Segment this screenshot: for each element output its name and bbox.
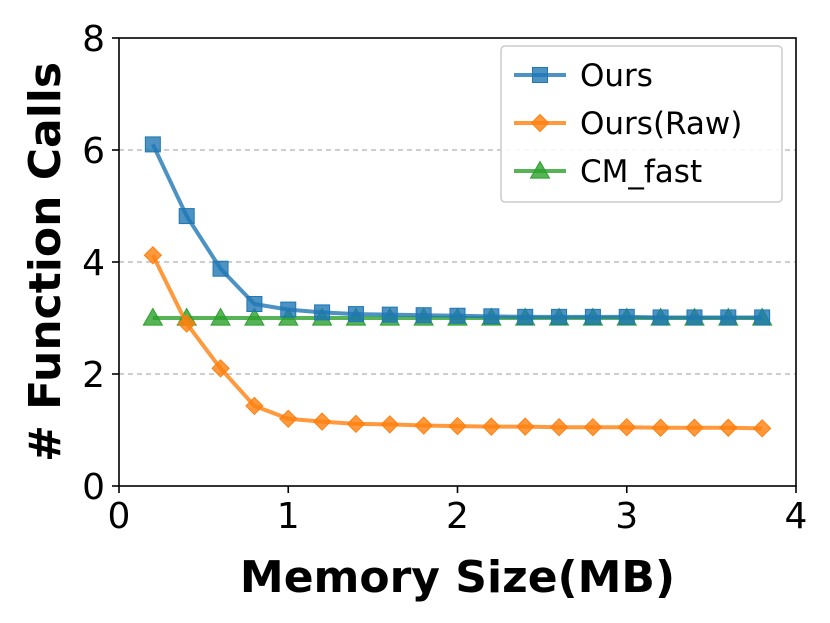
y-tick-label: 2: [82, 355, 105, 396]
data-point: [210, 307, 231, 326]
data-point: [314, 304, 331, 321]
y-tick-label: 4: [82, 243, 105, 284]
x-axis-title: Memory Size(MB): [240, 552, 675, 603]
x-tick-label: 2: [446, 496, 469, 537]
data-point: [380, 415, 400, 434]
x-tick-label: 3: [615, 496, 638, 537]
legend-label: CM_fast: [580, 154, 702, 190]
data-point: [549, 417, 569, 437]
y-tick-label: 8: [82, 19, 105, 60]
y-tick-label: 0: [82, 467, 105, 508]
data-point: [280, 301, 297, 318]
legend-item: Ours: [514, 58, 653, 94]
data-point: [719, 418, 738, 437]
data-point: [617, 417, 636, 437]
data-point: [279, 409, 298, 429]
data-point: [515, 417, 535, 436]
legend-marker: [529, 160, 551, 179]
data-point: [482, 417, 501, 436]
x-tick-label: 4: [785, 496, 808, 537]
data-point: [347, 306, 364, 323]
data-point: [583, 417, 603, 437]
data-point: [143, 246, 163, 265]
data-point: [651, 418, 670, 437]
series-line: [151, 254, 763, 431]
data-point: [144, 136, 161, 153]
gridlines: [119, 149, 796, 375]
data-point: [752, 419, 772, 438]
data-point: [720, 309, 737, 326]
legend-label: Ours(Raw): [580, 106, 742, 142]
series-lines: [142, 136, 773, 438]
axis-ticks: 0 1 2 3 4 0 2 4 6 8: [82, 19, 807, 537]
data-point: [517, 308, 534, 325]
data-point: [448, 416, 467, 436]
data-point: [346, 414, 366, 434]
data-point: [483, 308, 500, 325]
data-point: [211, 359, 230, 378]
legend-box: [500, 45, 783, 203]
data-point: [178, 208, 195, 225]
data-point: [551, 308, 568, 325]
legend-label: Ours: [580, 58, 653, 94]
data-point: [244, 307, 265, 326]
legend-marker: [532, 67, 548, 83]
data-point: [754, 309, 771, 326]
data-point: [686, 309, 703, 326]
legend: Ours Ours(Raw) CM_fast: [500, 45, 783, 203]
y-axis-title: # Function Calls: [20, 62, 71, 462]
y-tick-label: 6: [82, 131, 105, 172]
data-point: [142, 307, 164, 326]
data-point: [685, 418, 704, 437]
series-ours: [144, 136, 771, 326]
data-point: [381, 306, 398, 323]
legend-item: CM_fast: [514, 154, 702, 190]
data-point: [312, 412, 332, 431]
data-point: [212, 260, 229, 277]
x-tick-label: 0: [108, 496, 131, 537]
data-point: [652, 309, 669, 326]
data-point: [246, 296, 263, 312]
data-point: [177, 314, 196, 333]
x-tick-label: 1: [277, 496, 300, 537]
data-point: [618, 308, 635, 325]
data-point: [414, 416, 433, 435]
data-point: [415, 307, 432, 324]
series-ours-raw-: [143, 246, 772, 438]
legend-marker: [530, 113, 550, 133]
data-point: [449, 307, 466, 324]
legend-item: Ours(Raw): [514, 106, 742, 142]
data-point: [245, 396, 264, 416]
data-point: [584, 308, 601, 325]
